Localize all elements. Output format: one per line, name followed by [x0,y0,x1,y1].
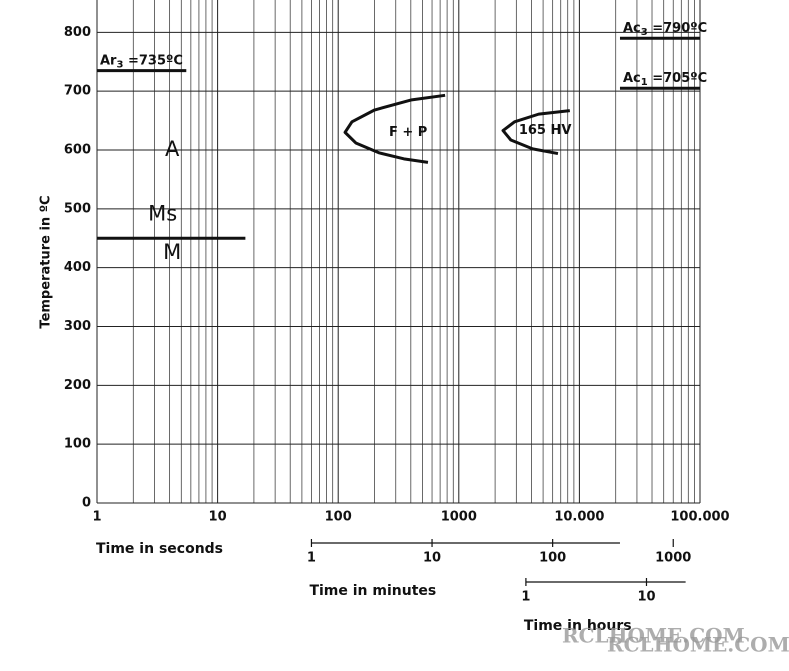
x-tick-label: 10.000 [554,510,604,525]
y-tick-label: 700 [64,84,91,99]
y-tick-label: 0 [82,496,91,511]
secondary-tick-label: 10 [423,551,441,566]
x-tick-label: 10 [209,510,227,525]
x-tick-label: 1 [92,510,101,525]
label-part: =735ºC [123,53,182,68]
secondary-tick-label: 10 [637,590,655,605]
secondary-axis-title: Time in minutes [309,583,436,599]
region-label: Ms [148,202,177,226]
label-part: Ac [623,71,641,86]
region-label: A [165,137,180,161]
line-label: Ac1 =705ºC [623,71,707,89]
x-tick-label: 100 [325,510,352,525]
label-part: Ac [623,21,641,36]
label-part: =790ºC [648,21,707,36]
line-label: Ac3 =790ºC [623,21,707,39]
y-tick-label: 600 [64,143,91,158]
secondary-tick-label: 1 [521,590,530,605]
secondary-tick-label: 100 [539,551,566,566]
watermark: RCLHOME.COM [562,624,745,648]
curve [343,93,446,164]
region-label: M [163,240,181,264]
y-tick-label: 200 [64,378,91,393]
line-label: Ar3 =735ºC [100,53,183,71]
y-tick-label: 300 [64,319,91,334]
secondary-tick-label: 1 [307,551,316,566]
curve [501,109,570,156]
y-tick-label: 400 [64,260,91,275]
subscript: 3 [641,27,648,38]
subscript: 3 [116,60,123,71]
region-label: F + P [389,125,427,140]
y-tick-label: 100 [64,437,91,452]
subscript: 1 [641,77,648,88]
watermark: RCLHOME.COM [607,633,789,657]
region-label: 165 HV [519,123,572,138]
y-tick-label: 800 [64,25,91,40]
y-axis-title: Temperature in ºC [39,195,54,328]
x-tick-label: 100.000 [670,510,729,525]
label-part: =705ºC [648,71,707,86]
secondary-axis-title: Time in hours [524,618,632,634]
x-tick-label: 1000 [441,510,477,525]
y-tick-label: 500 [64,201,91,216]
x-axis-title: Time in seconds [96,541,223,557]
secondary-tick-label: 1000 [655,551,691,566]
label-part: Ar [100,53,117,68]
